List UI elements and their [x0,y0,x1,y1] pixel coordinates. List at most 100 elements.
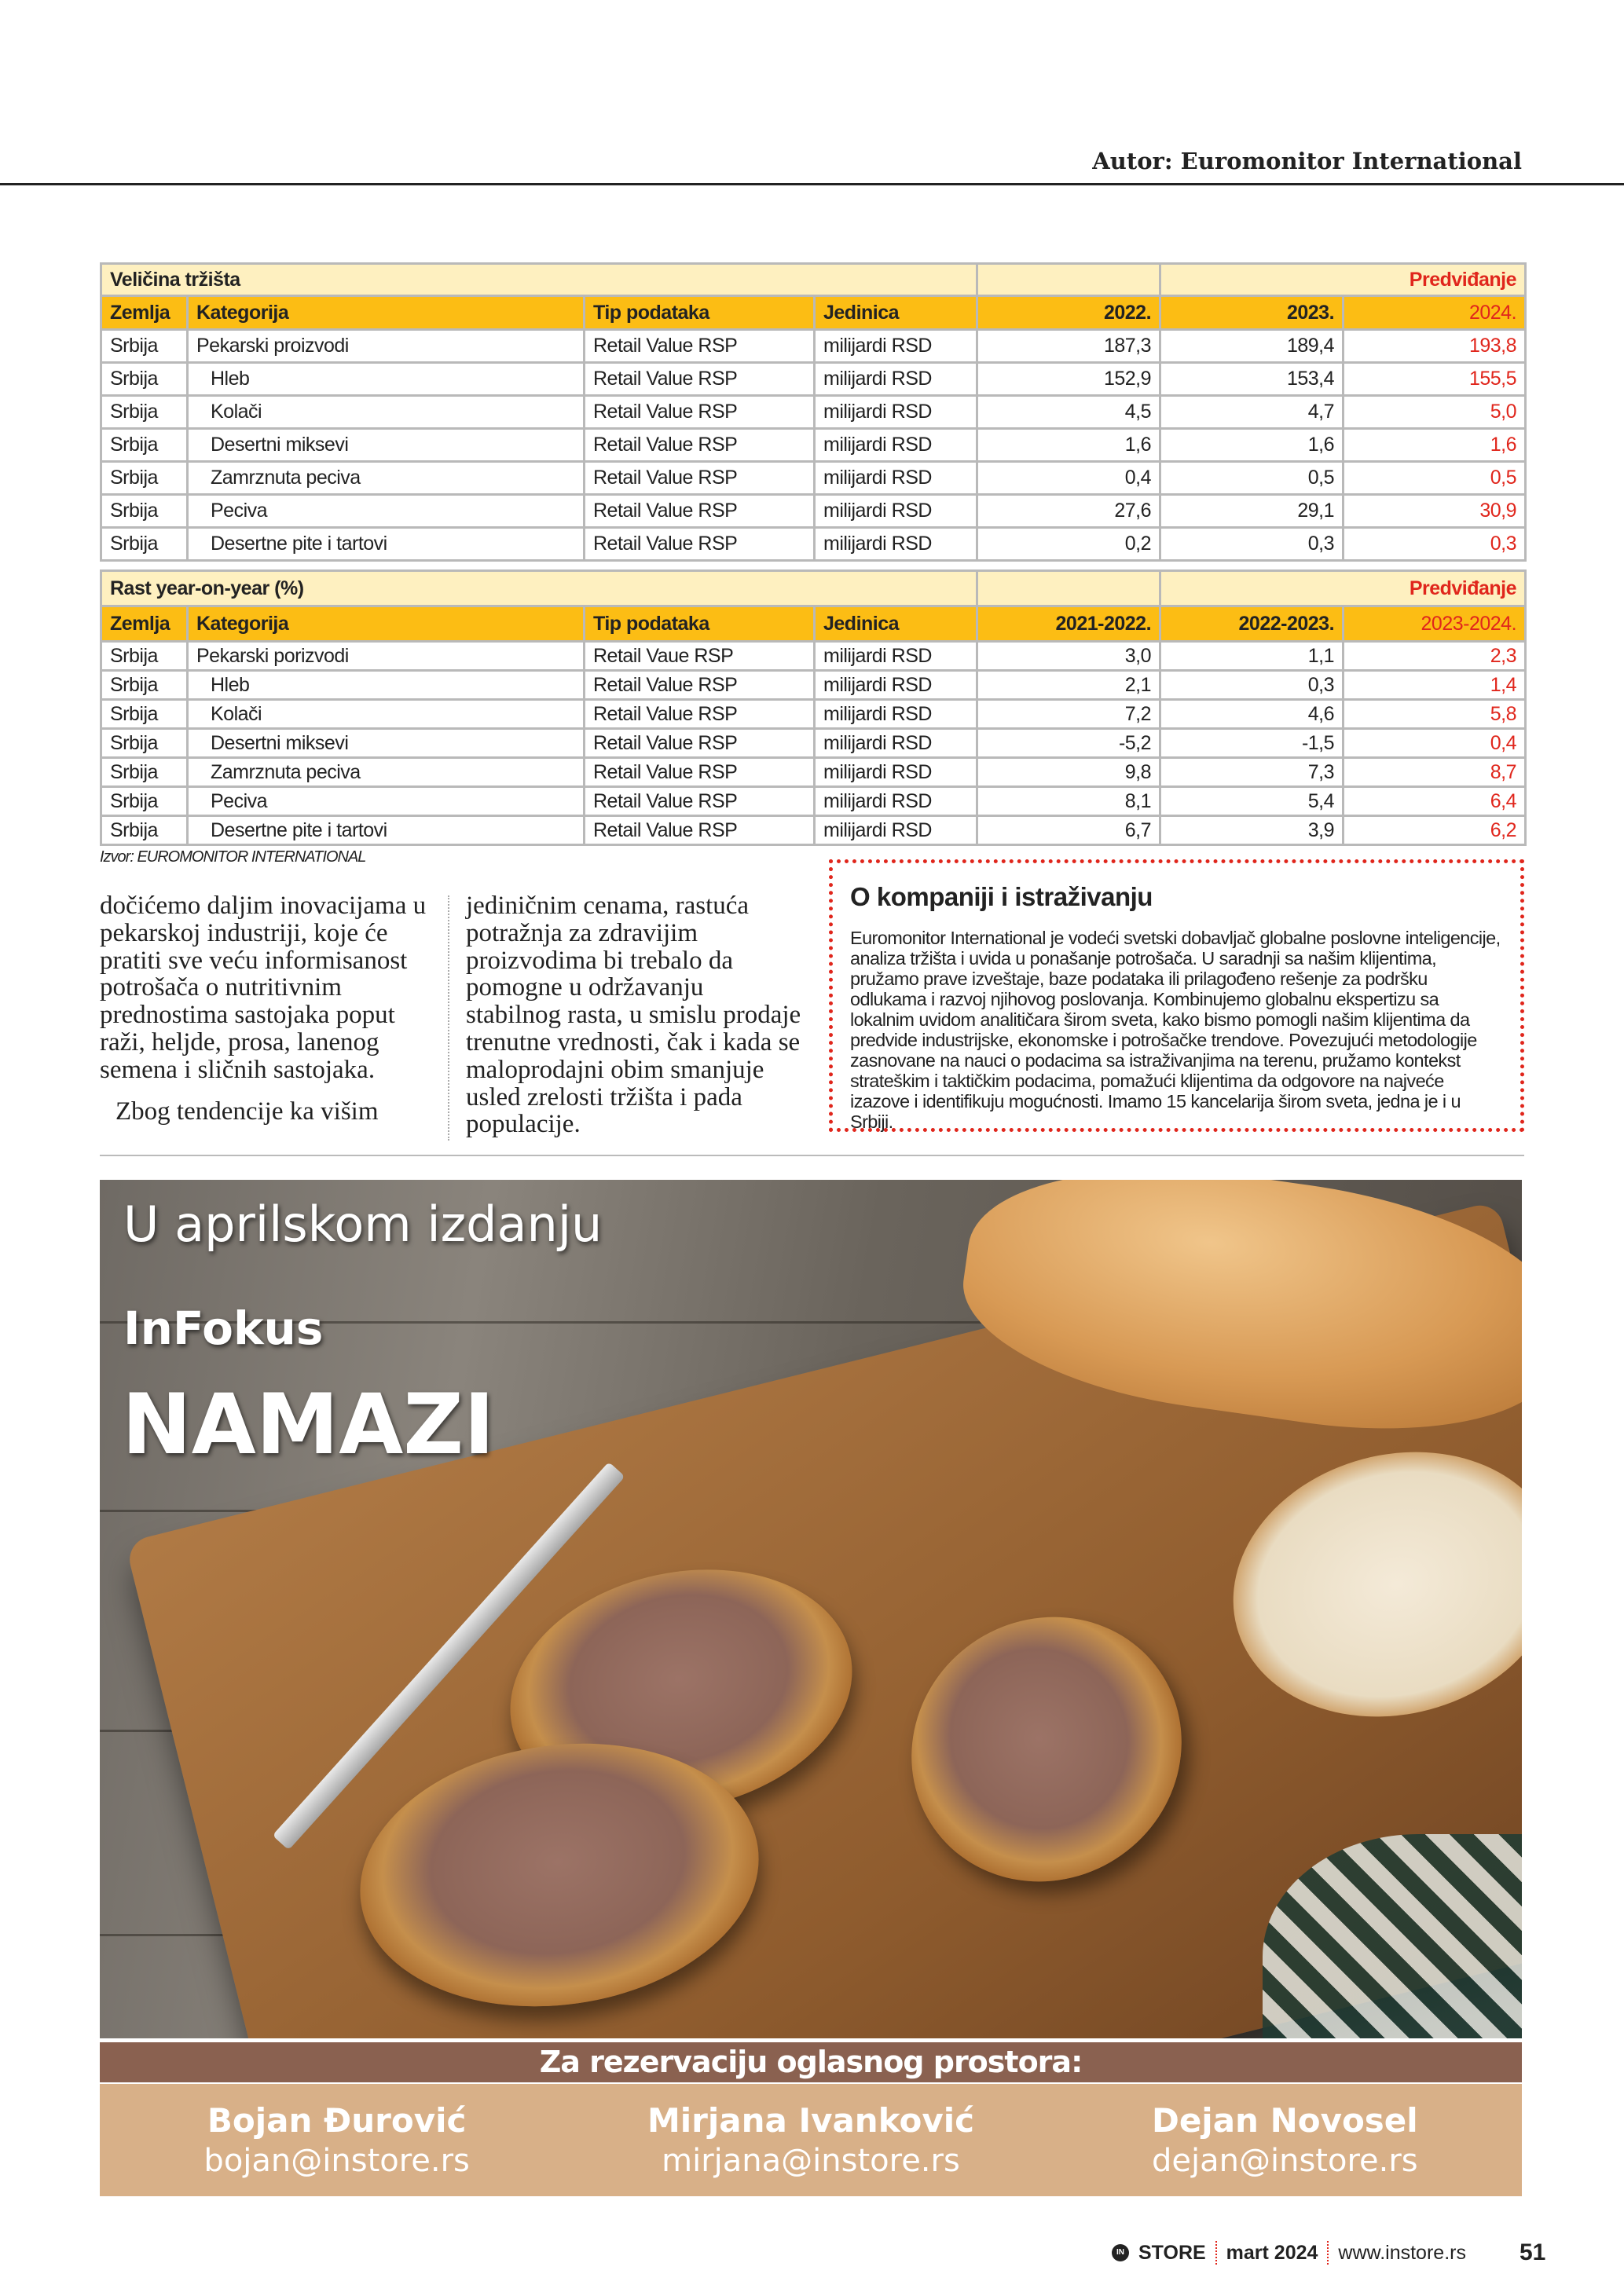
promo-photo-spreads-on-bread: U aprilskom izdanju InFokus NAMAZI [100,1180,1522,2038]
contact-name: Mirjana Ivanković [647,2100,975,2140]
table-cell: 0,3 [1159,669,1345,701]
table-cell: Hleb [186,361,585,397]
footer-divider [1215,2241,1217,2265]
column-header: 2023. [1159,295,1345,331]
contact-name: Dejan Novosel [1151,2100,1418,2140]
table-cell: 5,4 [1159,785,1345,817]
table-cell: 6,4 [1342,785,1527,817]
article-column-1: dočićemo daljim inovacijama u pekarskoj … [100,892,430,1125]
table-row: Srbija Desertne pite i tartovi Retail Valu… [100,526,1527,562]
table-cell: milijardi RSD [812,394,979,430]
article-paragraph: jediničnim cenama, rastuća potražnja za … [466,892,801,1139]
table-cell: 3,0 [976,640,1162,672]
table-cell: Retail Value RSP [583,460,816,496]
table-cell: 0,2 [976,526,1162,562]
column-header: Kategorija [186,295,585,331]
table-row: Srbija Hleb Retail Value RSP milijardi RSD 2… [100,669,1527,701]
table-row: Srbija Hleb Retail Value RSP milijardi RSD 1… [100,361,1527,397]
table-row: Srbija Desertni miksevi Retail Value RSP mi… [100,427,1527,463]
contact-card: Dejan Novosel dejan@instore.rs [1050,2100,1520,2181]
table-row: Srbija Kolači Retail Value RSP milijardi RS… [100,394,1527,430]
table-cell: milijardi RSD [812,493,979,529]
table-cell: Srbija [100,526,189,562]
header-rule [0,183,1624,185]
table-cell: Desertne pite i tartovi [186,526,585,562]
table-cell: Srbija [100,815,189,846]
table-cell: 7,3 [1159,756,1345,788]
table-cell: Retail Value RSP [583,361,816,397]
table-cell: 0,4 [1342,727,1527,759]
table-cell: Pekarski porizvodi [186,640,585,672]
table-title: Veličina tržišta [99,262,979,297]
table-cell: 187,3 [976,328,1162,364]
footer-divider [1327,2241,1329,2265]
ad-contacts: Bojan Đurović bojan@instore.rs Mirjana Iv… [100,2084,1522,2196]
column-header: Tip podataka [583,605,816,643]
table-cell: 6,2 [1342,815,1527,846]
table-cell: Retail Value RSP [583,493,816,529]
issue-date: mart 2024 [1226,2241,1318,2264]
table-cell: Desertni miksevi [186,727,585,759]
contact-email[interactable]: dejan@instore.rs [1152,2142,1418,2179]
table-row: Srbija Pekarski porizvodi Retail Vaue RSP m… [100,640,1527,672]
table-cell: milijardi RSD [812,785,979,817]
growth-table: Rast year-on-year (%) Predviđanje Zemlja K… [99,569,1527,846]
table-cell: Srbija [100,698,189,730]
table-cell: 155,5 [1342,361,1527,397]
column-header: 2024. [1342,295,1527,331]
section-divider [100,1155,1524,1156]
table-cell: Retail Value RSP [583,394,816,430]
table-cell: 4,7 [1159,394,1345,430]
contact-email[interactable]: mirjana@instore.rs [662,2142,960,2179]
contact-card: Mirjana Ivanković mirjana@instore.rs [576,2100,1045,2181]
table-cell: 4,6 [1159,698,1345,730]
table-cell: 153,4 [1159,361,1345,397]
table-row: Srbija Kolači Retail Value RSP milijardi RS… [100,698,1527,730]
ad-reservation-title: Za rezervaciju oglasnog prostora: [100,2042,1522,2082]
forecast-label: Predviđanje [1159,569,1527,607]
table-cell: 1,6 [1342,427,1527,463]
article-paragraph: Zbog tendencije ka višim [115,1097,379,1126]
table-cell: 6,7 [976,815,1162,846]
column-header: Jedinica [812,605,979,643]
website-link[interactable]: www.instore.rs [1338,2241,1466,2264]
table-cell: Retail Value RSP [583,785,816,817]
table-cell: 3,9 [1159,815,1345,846]
column-header: Zemlja [100,605,189,643]
table-cell: milijardi RSD [812,328,979,364]
table-cell: milijardi RSD [812,698,979,730]
info-box-text: Euromonitor International je vodeći svet… [850,928,1501,1132]
instore-logo-icon: IN [1112,2244,1129,2261]
contact-card: Bojan Đurović bojan@instore.rs [102,2100,571,2181]
table-cell: Srbija [100,394,189,430]
table-cell: Retail Vaue RSP [583,640,816,672]
table-row: Srbija Desertni miksevi Retail Value RSP mi… [100,727,1527,759]
table-cell: milijardi RSD [812,727,979,759]
market-size-table: Veličina tržišta Predviđanje Zemlja Katego… [99,262,1527,562]
table-cell: -1,5 [1159,727,1345,759]
page-number: 51 [1519,2239,1546,2265]
table-cell: Retail Value RSP [583,328,816,364]
table-cell: Kolači [186,394,585,430]
table-cell: Srbija [100,640,189,672]
article-paragraph: dočićemo daljim inovacijama u pekarskoj … [100,892,427,1084]
forecast-label: Predviđanje [1159,262,1527,297]
table-cell: milijardi RSD [812,526,979,562]
table-cell: 5,8 [1342,698,1527,730]
table-cell: Retail Value RSP [583,698,816,730]
table-cell: milijardi RSD [812,361,979,397]
table-cell: 152,9 [976,361,1162,397]
table-cell: 29,1 [1159,493,1345,529]
promo-line-1: U aprilskom izdanju [123,1196,603,1253]
table-cell: Retail Value RSP [583,727,816,759]
table-cell: 189,4 [1159,328,1345,364]
table-cell: 1,6 [976,427,1162,463]
column-header: 2022. [976,295,1162,331]
column-header: Zemlja [100,295,189,331]
table-cell: 8,7 [1342,756,1527,788]
contact-email[interactable]: bojan@instore.rs [203,2142,470,2179]
table-cell: Srbija [100,785,189,817]
table-cell: Srbija [100,460,189,496]
table-cell: -5,2 [976,727,1162,759]
table-cell: 2,1 [976,669,1162,701]
